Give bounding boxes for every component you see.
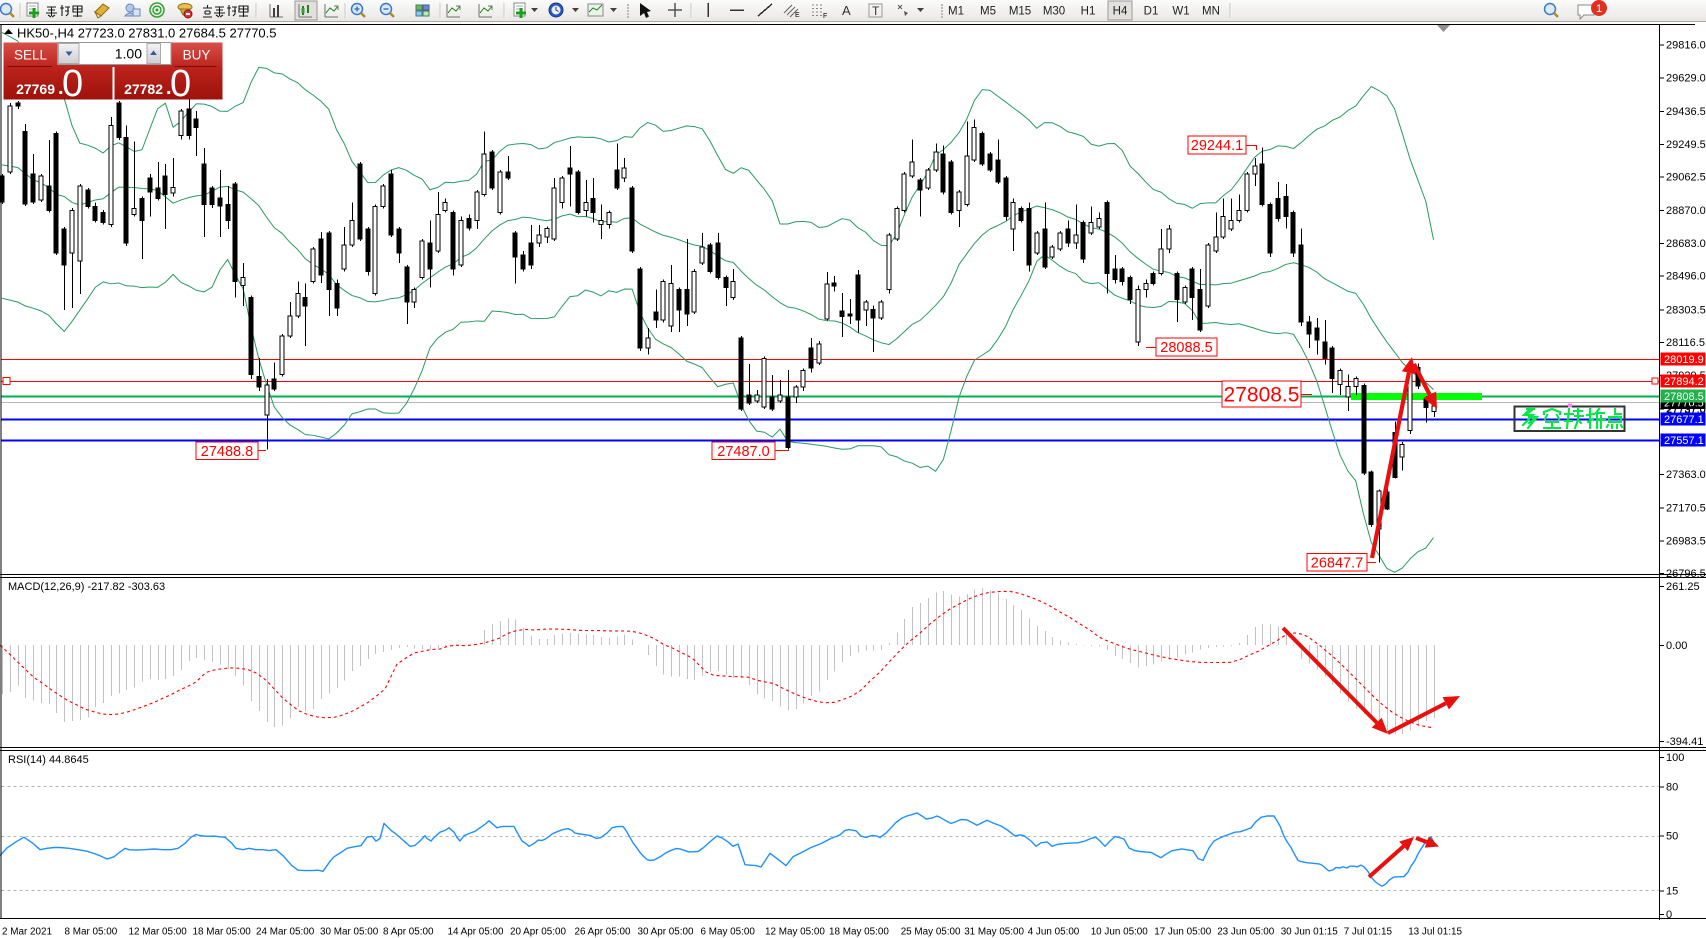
svg-text:0: 0 <box>62 63 83 105</box>
svg-text:28303.5: 28303.5 <box>1666 304 1706 316</box>
svg-text:29244.1: 29244.1 <box>1191 138 1243 154</box>
svg-text:A: A <box>842 3 851 18</box>
svg-text:27677.1: 27677.1 <box>1664 414 1704 426</box>
svg-text:26796.5: 26796.5 <box>1666 568 1706 580</box>
svg-text:17 Jun 05:00: 17 Jun 05:00 <box>1154 927 1212 938</box>
svg-text:27894.2: 27894.2 <box>1664 376 1704 388</box>
svg-text:MN: MN <box>1202 6 1220 18</box>
svg-text:27170.5: 27170.5 <box>1666 503 1706 515</box>
svg-text:20 Apr 05:00: 20 Apr 05:00 <box>510 927 567 938</box>
svg-text:50: 50 <box>1666 831 1678 843</box>
svg-text:18 May 05:00: 18 May 05:00 <box>829 927 889 938</box>
svg-text:26847.7: 26847.7 <box>1311 555 1363 571</box>
svg-text:80: 80 <box>1666 782 1678 794</box>
svg-text:BUY: BUY <box>183 48 211 63</box>
svg-text:M5: M5 <box>980 6 996 18</box>
svg-text:8 Apr 05:00: 8 Apr 05:00 <box>383 927 434 938</box>
svg-text:4 Jun 05:00: 4 Jun 05:00 <box>1028 927 1080 938</box>
svg-text:28088.5: 28088.5 <box>1160 340 1212 356</box>
svg-text:.: . <box>166 77 172 99</box>
svg-text:26983.5: 26983.5 <box>1666 535 1706 547</box>
svg-text:25 May 05:00: 25 May 05:00 <box>901 927 961 938</box>
svg-text:15: 15 <box>1666 886 1678 898</box>
svg-text:28683.0: 28683.0 <box>1666 238 1706 250</box>
svg-text:26 Apr 05:00: 26 Apr 05:00 <box>575 927 632 938</box>
svg-text:28019.9: 28019.9 <box>1664 354 1704 366</box>
svg-text:27557.1: 27557.1 <box>1664 435 1704 447</box>
svg-text:H4: H4 <box>1113 6 1128 18</box>
svg-text:29062.5: 29062.5 <box>1666 172 1706 184</box>
svg-text:.: . <box>58 77 64 99</box>
svg-text:27808.5: 27808.5 <box>1224 384 1300 407</box>
svg-text:7 Jul 01:15: 7 Jul 01:15 <box>1344 927 1393 938</box>
svg-text:30 Mar 05:00: 30 Mar 05:00 <box>320 927 379 938</box>
svg-text:27782: 27782 <box>124 81 163 97</box>
svg-text:29436.5: 29436.5 <box>1666 106 1706 118</box>
svg-text:30 Apr 05:00: 30 Apr 05:00 <box>638 927 695 938</box>
svg-text:0.00: 0.00 <box>1666 640 1687 652</box>
svg-text:D1: D1 <box>1144 6 1159 18</box>
svg-text:28116.5: 28116.5 <box>1666 337 1705 349</box>
svg-text:12 May 05:00: 12 May 05:00 <box>765 927 825 938</box>
svg-text:8 Mar 05:00: 8 Mar 05:00 <box>65 927 118 938</box>
svg-text:MACD(12,26,9) -217.82 -303.63: MACD(12,26,9) -217.82 -303.63 <box>8 581 165 593</box>
svg-text:E: E <box>795 12 800 19</box>
svg-text:0: 0 <box>170 63 191 105</box>
svg-text:29249.5: 29249.5 <box>1666 139 1706 151</box>
svg-text:HK50-,H4 27723.0 27831.0 2768: HK50-,H4 27723.0 27831.0 27684.5 27770.5 <box>17 26 277 41</box>
svg-text:1.00: 1.00 <box>115 46 142 62</box>
svg-text:M1: M1 <box>948 6 964 18</box>
svg-text:30 Jun 01:15: 30 Jun 01:15 <box>1281 927 1339 938</box>
svg-text:6 May 05:00: 6 May 05:00 <box>701 927 756 938</box>
svg-text:28870.0: 28870.0 <box>1666 205 1706 217</box>
svg-text:14 Apr 05:00: 14 Apr 05:00 <box>448 927 505 938</box>
svg-text:-394.41: -394.41 <box>1666 736 1703 748</box>
svg-text:RSI(14) 44.8645: RSI(14) 44.8645 <box>8 754 89 766</box>
svg-text:12 Mar 05:00: 12 Mar 05:00 <box>129 927 188 938</box>
svg-text:28496.0: 28496.0 <box>1666 271 1706 283</box>
svg-text:W1: W1 <box>1172 6 1189 18</box>
svg-text:F: F <box>823 13 827 20</box>
svg-text:H1: H1 <box>1081 6 1096 18</box>
svg-text:M15: M15 <box>1009 6 1031 18</box>
svg-text:100: 100 <box>1666 752 1684 764</box>
svg-text:13 Jul 01:15: 13 Jul 01:15 <box>1408 927 1462 938</box>
svg-text:10 Jun 05:00: 10 Jun 05:00 <box>1091 927 1149 938</box>
svg-text:27363.0: 27363.0 <box>1666 469 1706 481</box>
svg-text:29816.0: 29816.0 <box>1666 40 1706 52</box>
svg-text:T: T <box>872 4 880 18</box>
svg-text:27769: 27769 <box>16 81 55 97</box>
svg-text:1: 1 <box>1596 3 1602 15</box>
svg-text:27808.5: 27808.5 <box>1664 391 1704 403</box>
svg-text:31 May 05:00: 31 May 05:00 <box>964 927 1024 938</box>
svg-text:29629.0: 29629.0 <box>1666 72 1706 84</box>
svg-text:0: 0 <box>1666 909 1672 921</box>
svg-text:SELL: SELL <box>14 48 48 63</box>
svg-text:M30: M30 <box>1043 6 1065 18</box>
svg-text:261.25: 261.25 <box>1666 581 1700 593</box>
svg-text:24 Mar 05:00: 24 Mar 05:00 <box>256 927 315 938</box>
svg-text:2 Mar 2021: 2 Mar 2021 <box>2 927 52 938</box>
svg-text:23 Jun 05:00: 23 Jun 05:00 <box>1217 927 1275 938</box>
svg-text:18 Mar 05:00: 18 Mar 05:00 <box>193 927 252 938</box>
svg-text:27487.0: 27487.0 <box>717 444 769 460</box>
svg-text:27488.8: 27488.8 <box>201 444 253 460</box>
